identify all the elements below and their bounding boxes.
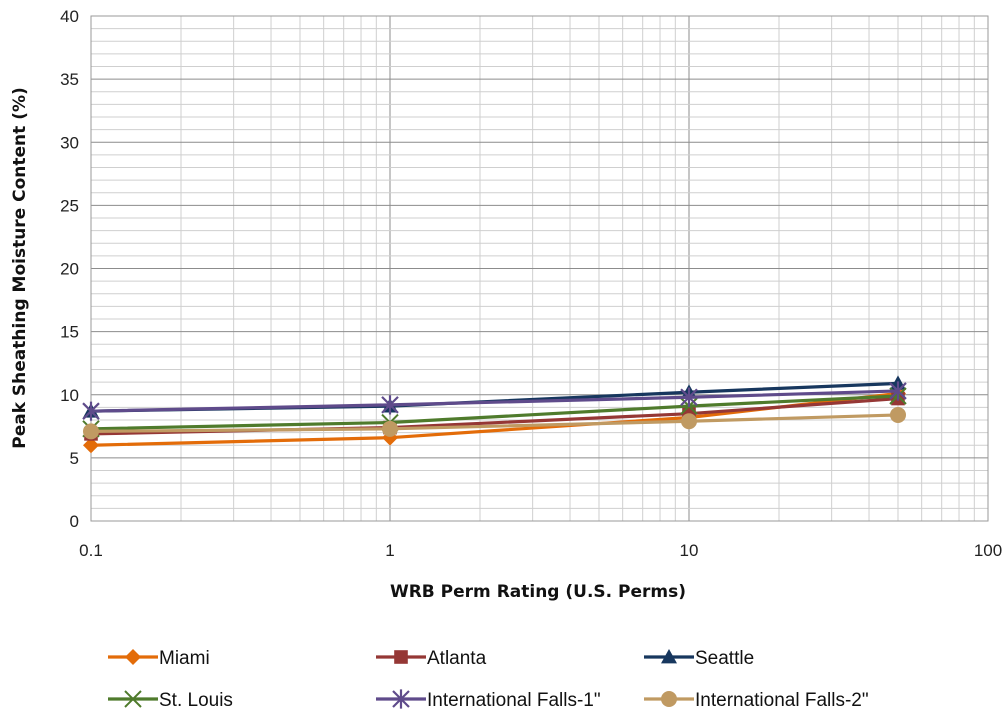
y-tick-label: 10	[60, 386, 79, 405]
legend-entry: International Falls-1"	[376, 689, 601, 711]
series-line	[90, 394, 899, 431]
series-line	[90, 413, 899, 433]
data-point	[661, 649, 677, 664]
y-tick-label: 40	[60, 7, 79, 26]
data-point	[83, 437, 99, 454]
data-point	[381, 395, 399, 415]
y-axis-title: Peak Sheathing Moisture Content (%)	[10, 87, 30, 449]
legend-entry: Atlanta	[376, 648, 487, 669]
series-layer	[82, 375, 907, 454]
y-tick-label: 30	[60, 133, 79, 152]
data-point	[680, 387, 698, 407]
data-point	[661, 691, 677, 707]
data-point	[889, 381, 907, 401]
data-point	[392, 689, 410, 709]
y-tick-label: 15	[60, 323, 79, 342]
legend: Miami Atlanta Seattle St. Louis Internationa…	[108, 648, 869, 711]
y-tick-label: 35	[60, 70, 79, 89]
legend-label: St. Louis	[159, 690, 233, 711]
series-international-falls-1	[82, 381, 907, 421]
data-point	[681, 413, 697, 430]
data-point	[82, 401, 100, 421]
legend-entry: Miami	[108, 648, 210, 669]
x-tick-label: 100	[974, 541, 1002, 560]
plot-area	[90, 15, 989, 522]
data-point	[83, 423, 99, 440]
legend-label: Seattle	[695, 648, 754, 669]
legend-label: Miami	[159, 648, 210, 669]
legend-label: Atlanta	[427, 648, 487, 669]
x-tick-label: 0.1	[79, 541, 103, 560]
grid	[90, 15, 988, 522]
y-tick-label: 5	[70, 449, 79, 468]
y-axis: 0 5 10 15 20 25 30 35 40	[60, 7, 79, 531]
x-tick-label: 1	[385, 541, 394, 560]
x-tick-label: 10	[680, 541, 699, 560]
data-point	[382, 420, 398, 437]
legend-entry: Seattle	[644, 648, 754, 669]
y-tick-label: 20	[60, 260, 79, 279]
data-point	[125, 649, 141, 665]
legend-label: International Falls-1"	[427, 690, 601, 711]
x-axis-title: WRB Perm Rating (U.S. Perms)	[390, 582, 686, 602]
series-international-falls-2	[83, 406, 906, 440]
data-point	[889, 406, 906, 423]
data-point	[124, 690, 142, 708]
legend-entry: St. Louis	[108, 690, 233, 711]
y-tick-label: 0	[70, 512, 79, 531]
legend-entry: International Falls-2"	[644, 690, 869, 711]
y-tick-label: 25	[60, 196, 79, 215]
data-point	[394, 650, 408, 664]
x-axis: 0.1 1 10 100	[79, 541, 1002, 560]
legend-label: International Falls-2"	[695, 690, 869, 711]
series-line	[90, 389, 899, 413]
